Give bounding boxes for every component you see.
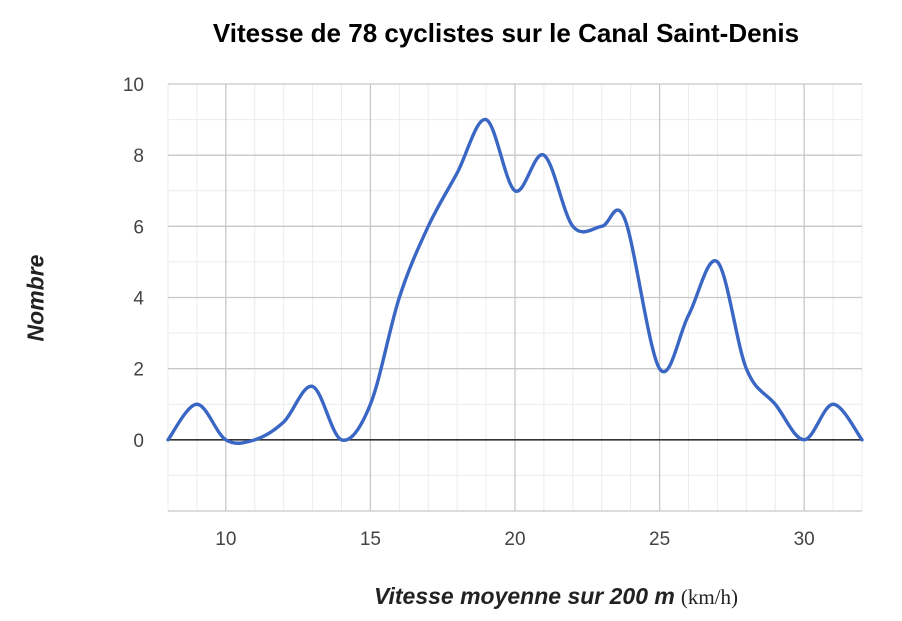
chart-title: Vitesse de 78 cyclistes sur le Canal Sai… bbox=[212, 18, 800, 48]
x-tick-label: 30 bbox=[794, 529, 815, 550]
y-tick-label: 4 bbox=[133, 289, 144, 310]
tick-labels: 0 2 4 6 8 10 10 15 20 25 30 bbox=[123, 75, 815, 550]
series-group bbox=[166, 117, 864, 445]
y-tick-label: 8 bbox=[133, 146, 144, 167]
y-tick-label: 0 bbox=[133, 431, 144, 452]
major-grid bbox=[168, 83, 862, 512]
x-tick-label: 20 bbox=[504, 529, 525, 550]
x-tick-label: 10 bbox=[215, 529, 236, 550]
y-tick-label: 10 bbox=[123, 75, 144, 96]
x-axis-label: Vitesse moyenne sur 200 m (km/h) bbox=[0, 583, 902, 610]
y-tick-label: 6 bbox=[133, 217, 144, 238]
x-axis-label-text: Vitesse moyenne sur 200 m bbox=[373, 583, 675, 609]
y-tick-label: 2 bbox=[133, 360, 144, 381]
series-line bbox=[166, 117, 864, 445]
x-axis-unit: (km/h) bbox=[680, 585, 738, 609]
x-tick-label: 25 bbox=[649, 529, 670, 550]
x-tick-label: 15 bbox=[360, 529, 381, 550]
